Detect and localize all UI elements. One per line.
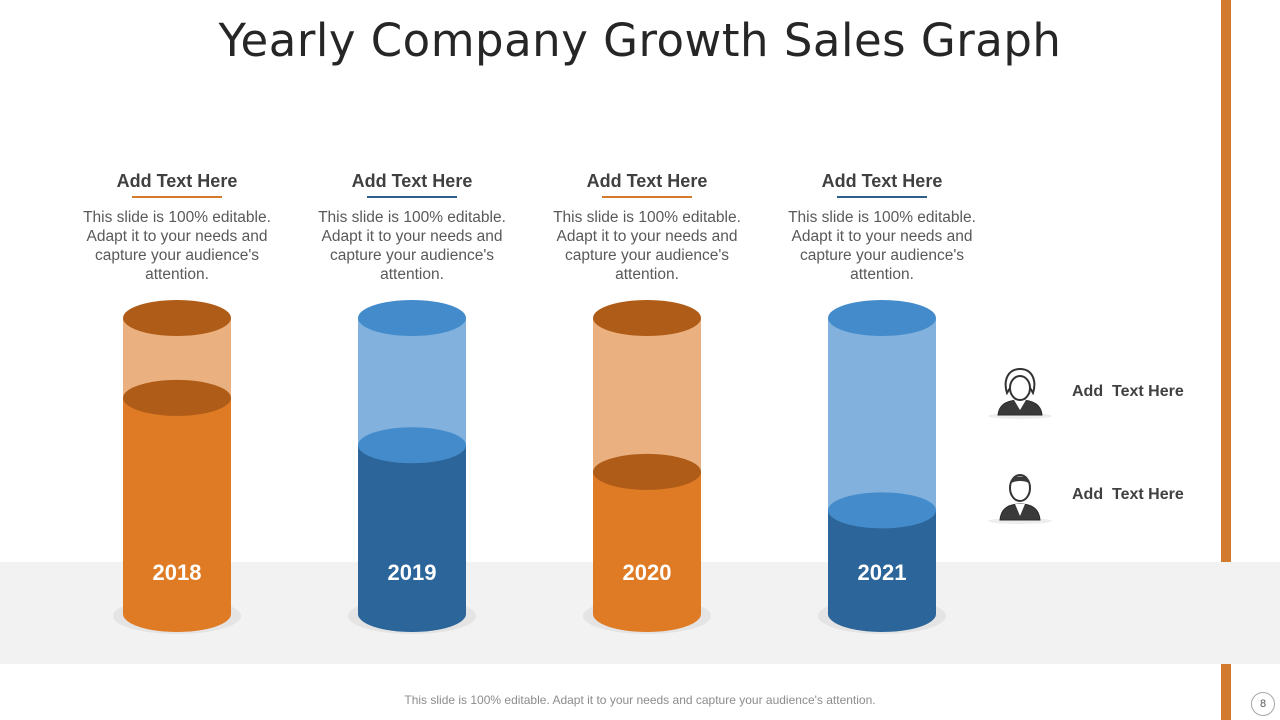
accent-vertical-bar xyxy=(1221,0,1231,720)
category-label-2019: 2019 xyxy=(388,560,437,585)
bar-level-surface-2018 xyxy=(123,379,231,416)
heading-underline xyxy=(837,196,927,198)
category-label-2021: 2021 xyxy=(858,560,907,585)
cylinder-lid-2021 xyxy=(828,300,936,336)
bar-2019 xyxy=(358,445,466,614)
bar-level-surface-2019 xyxy=(358,427,466,464)
column-text-2021: Add Text Here This slide is 100% editabl… xyxy=(782,170,982,284)
cylinder-empty-2019 xyxy=(358,318,466,446)
column-text-2018: Add Text Here This slide is 100% editabl… xyxy=(77,170,277,284)
column-body: This slide is 100% editable. Adapt it to… xyxy=(553,209,741,283)
bar-2020 xyxy=(593,471,701,614)
column-heading: Add Text Here xyxy=(116,171,238,191)
female-avatar-icon xyxy=(988,367,1052,419)
column-heading: Add Text Here xyxy=(821,171,943,191)
cylinder-base-2018 xyxy=(123,596,231,632)
column-body: This slide is 100% editable. Adapt it to… xyxy=(83,209,271,283)
cylinder-lid-2018 xyxy=(123,300,231,336)
cylinder-empty-2020 xyxy=(593,318,701,472)
footer-note: This slide is 100% editable. Adapt it to… xyxy=(404,693,876,707)
cylinder-lid-2020 xyxy=(593,300,701,336)
category-label-2018: 2018 xyxy=(153,560,202,585)
cylinder-lid-2019 xyxy=(358,300,466,336)
column-heading: Add Text Here xyxy=(351,171,473,191)
column-text-2019: Add Text Here This slide is 100% editabl… xyxy=(312,170,512,284)
cylinder-empty-2021 xyxy=(828,318,936,511)
legend-item-female: Add Text Here xyxy=(986,364,1184,420)
bar-level-surface-2020 xyxy=(593,453,701,490)
legend-label: Add Text Here xyxy=(1072,486,1184,503)
page-title: Yearly Company Growth Sales Graph xyxy=(218,14,1062,67)
bar-2018 xyxy=(123,397,231,614)
column-text-2020: Add Text Here This slide is 100% editabl… xyxy=(547,170,747,284)
cylinder-base-2021 xyxy=(828,596,936,632)
male-avatar-icon xyxy=(988,474,1052,524)
page-number: 8 xyxy=(1251,692,1275,716)
heading-underline xyxy=(367,196,457,198)
column-body: This slide is 100% editable. Adapt it to… xyxy=(788,209,976,283)
cylinder-base-2019 xyxy=(358,596,466,632)
bar-level-surface-2021 xyxy=(828,492,936,529)
legend-label: Add Text Here xyxy=(1072,383,1184,400)
heading-underline xyxy=(602,196,692,198)
cylinder-base-2020 xyxy=(593,596,701,632)
legend-item-male: Add Text Here xyxy=(986,466,1184,524)
column-heading: Add Text Here xyxy=(586,171,708,191)
column-body: This slide is 100% editable. Adapt it to… xyxy=(318,209,506,283)
heading-underline xyxy=(132,196,222,198)
category-label-2020: 2020 xyxy=(623,560,672,585)
